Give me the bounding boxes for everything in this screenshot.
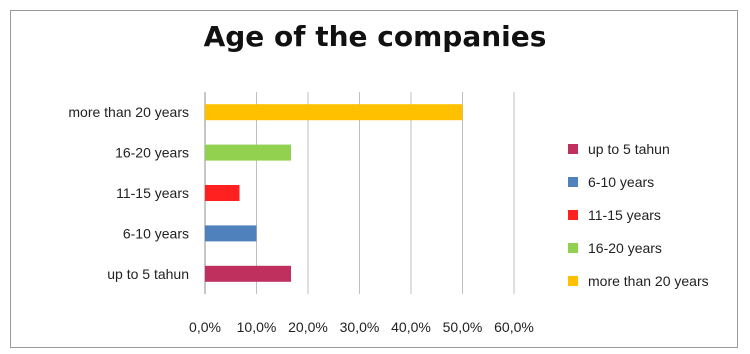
category-label: 16-20 years xyxy=(115,145,189,161)
x-tick-label: 60,0% xyxy=(494,319,534,335)
legend-label: 16-20 years xyxy=(588,239,662,256)
x-tick-label: 30,0% xyxy=(340,319,380,335)
legend-item: 11-15 years xyxy=(568,198,709,231)
legend-item: 16-20 years xyxy=(568,231,709,264)
bar xyxy=(205,185,240,201)
chart-frame xyxy=(10,10,738,348)
chart-title: Age of the companies xyxy=(203,20,547,53)
legend-item: 6-10 years xyxy=(568,165,709,198)
x-tick-label: 10,0% xyxy=(237,319,277,335)
category-label: up to 5 tahun xyxy=(107,266,189,282)
x-tick-label: 50,0% xyxy=(443,319,483,335)
x-tick-label: 0,0% xyxy=(189,319,221,335)
bar xyxy=(205,225,257,242)
legend-item: up to 5 tahun xyxy=(568,132,709,165)
legend-label: 6-10 years xyxy=(588,173,655,190)
chart-legend: up to 5 tahun 6-10 years 11-15 years 16-20 … xyxy=(568,132,709,297)
x-tick-label: 20,0% xyxy=(288,319,328,335)
category-label: more than 20 years xyxy=(68,104,189,120)
category-label: 6-10 years xyxy=(123,225,189,241)
legend-swatch xyxy=(568,275,578,286)
legend-swatch xyxy=(568,143,578,154)
legend-label: more than 20 years xyxy=(588,272,709,289)
bar xyxy=(205,144,292,161)
legend-swatch xyxy=(568,209,578,220)
legend-swatch xyxy=(568,176,578,187)
x-tick-label: 40,0% xyxy=(391,319,431,335)
bar xyxy=(205,265,292,282)
legend-label: up to 5 tahun xyxy=(588,140,670,157)
bar xyxy=(205,104,463,121)
legend-swatch xyxy=(568,242,578,253)
category-label: 11-15 years xyxy=(116,185,189,201)
legend-label: 11-15 years xyxy=(588,206,661,223)
legend-item: more than 20 years xyxy=(568,264,709,297)
